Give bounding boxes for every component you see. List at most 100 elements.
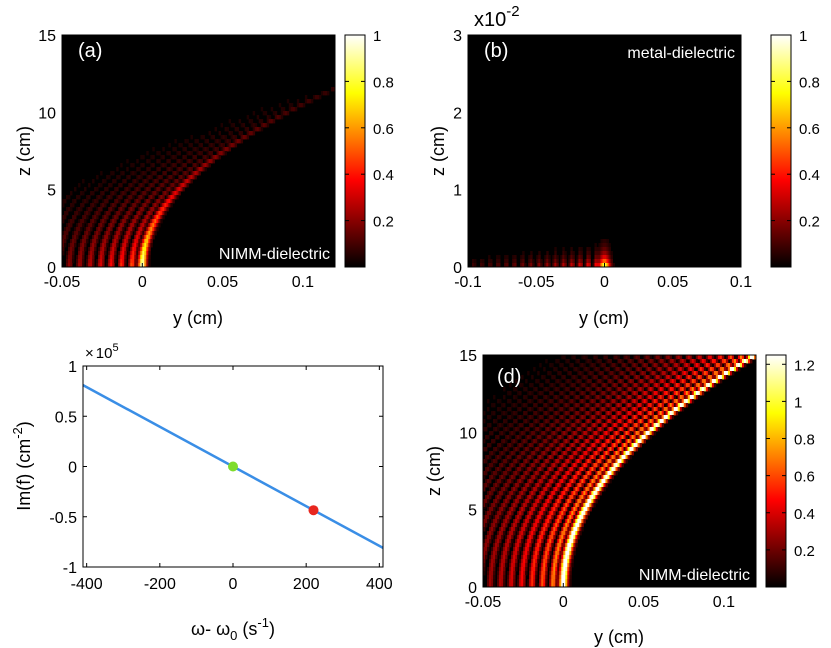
intensity-cell (517, 583, 520, 588)
intensity-cell (144, 231, 147, 236)
intensity-cell (529, 531, 532, 536)
intensity-cell (166, 175, 169, 180)
intensity-cell (511, 431, 514, 436)
intensity-cell (695, 379, 699, 384)
intensity-cell (539, 479, 542, 484)
intensity-cell (556, 263, 559, 268)
intensity-cell (563, 395, 566, 400)
intensity-cell (493, 571, 496, 576)
intensity-cell (631, 387, 634, 392)
intensity-cell (749, 359, 753, 364)
intensity-cell (521, 571, 524, 576)
intensity-cell (623, 443, 626, 448)
intensity-cell (108, 251, 111, 256)
intensity-cell (533, 439, 536, 444)
intensity-cell (715, 355, 719, 360)
intensity-cell (545, 419, 548, 424)
intensity-cell (608, 251, 611, 256)
intensity-cell (529, 575, 532, 580)
intensity-cell (70, 247, 73, 252)
intensity-cell (485, 523, 488, 528)
intensity-cell (583, 491, 586, 496)
intensity-cell (112, 215, 115, 220)
intensity-cell (547, 503, 550, 508)
intensity-cell (154, 215, 157, 220)
intensity-cell (601, 483, 604, 488)
intensity-cell (623, 435, 626, 440)
intensity-cell (604, 243, 607, 248)
intensity-cell (537, 391, 540, 396)
intensity-cell (569, 383, 572, 388)
intensity-cell (529, 423, 532, 428)
intensity-cell (557, 547, 560, 552)
intensity-cell (697, 387, 701, 392)
intensity-cell (603, 435, 606, 440)
intensity-cell (607, 379, 610, 384)
intensity-cell (505, 455, 508, 460)
intensity-cell (142, 203, 145, 208)
intensity-cell (523, 571, 526, 576)
intensity-cell (592, 263, 595, 268)
intensity-cell (503, 571, 506, 576)
intensity-cell (557, 439, 560, 444)
intensity-cell (112, 219, 115, 224)
intensity-cell (691, 375, 695, 380)
intensity-cell (689, 395, 693, 400)
intensity-cell (565, 459, 568, 464)
intensity-cell (112, 203, 115, 208)
intensity-cell (196, 147, 199, 152)
intensity-cell (86, 255, 89, 260)
intensity-cell (577, 503, 580, 508)
intensity-cell (312, 95, 316, 100)
intensity-cell (597, 455, 600, 460)
intensity-cell (180, 143, 183, 148)
intensity-cell (617, 403, 620, 408)
intensity-cell (501, 443, 504, 448)
intensity-cell (647, 399, 651, 404)
intensity-cell (577, 431, 580, 436)
intensity-cell (176, 191, 179, 196)
intensity-cell (170, 195, 173, 200)
intensity-cell (649, 419, 653, 424)
intensity-cell (737, 367, 741, 372)
intensity-cell (128, 207, 131, 212)
intensity-cell (140, 163, 143, 168)
intensity-cell (587, 367, 590, 372)
intensity-cell (541, 523, 544, 528)
intensity-cell (515, 495, 518, 500)
intensity-cell (539, 455, 542, 460)
intensity-cell (597, 495, 600, 500)
intensity-cell (521, 431, 524, 436)
intensity-cell (555, 539, 558, 544)
intensity-cell (112, 259, 115, 264)
intensity-cell (579, 371, 582, 376)
x-tick-label: 0.1 (713, 594, 735, 611)
intensity-cell (493, 527, 496, 532)
intensity-cell (555, 503, 558, 508)
intensity-cell (573, 479, 576, 484)
intensity-cell (154, 231, 157, 236)
intensity-cell (587, 491, 590, 496)
intensity-cell (503, 411, 506, 416)
intensity-cell (553, 575, 556, 580)
intensity-cell (493, 403, 496, 408)
intensity-cell (499, 531, 502, 536)
intensity-cell (549, 499, 552, 504)
intensity-cell (507, 535, 510, 540)
intensity-cell (543, 463, 546, 468)
intensity-cell (687, 395, 691, 400)
intensity-cell (128, 251, 131, 256)
intensity-cell (605, 415, 608, 420)
intensity-cell (168, 179, 171, 184)
intensity-cell (290, 103, 294, 108)
intensity-cell (629, 427, 632, 432)
intensity-cell (731, 355, 735, 360)
intensity-cell (657, 379, 661, 384)
intensity-cell (635, 387, 638, 392)
intensity-cell (529, 443, 532, 448)
intensity-cell (152, 227, 155, 232)
intensity-cell (745, 359, 749, 364)
intensity-cell (657, 391, 661, 396)
intensity-cell (527, 539, 530, 544)
intensity-cell (610, 263, 613, 268)
